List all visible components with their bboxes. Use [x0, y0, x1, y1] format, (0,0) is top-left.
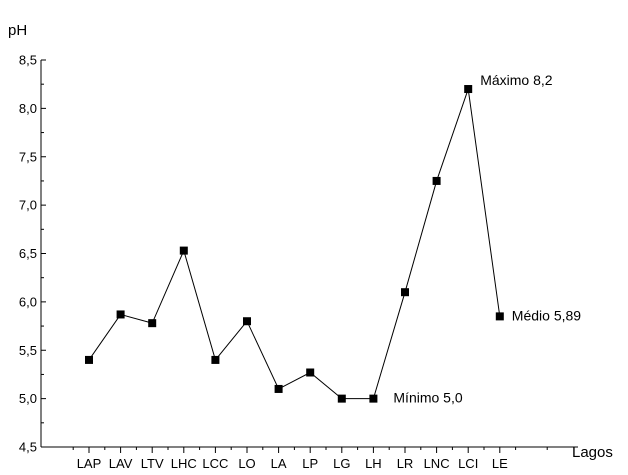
x-tick-label: LAV: [109, 456, 133, 471]
y-tick-label: 7,0: [19, 198, 37, 213]
data-point: [85, 355, 93, 364]
data-point: [274, 384, 283, 393]
x-tick-label: LHC: [171, 456, 197, 471]
x-tick-label: LTV: [141, 456, 164, 471]
x-tick-label: LH: [365, 456, 382, 471]
x-tick-label: LP: [302, 456, 318, 471]
y-tick-label: 8,0: [19, 101, 37, 116]
x-tick-label: LCI: [458, 456, 478, 471]
x-tick-label: LR: [397, 456, 414, 471]
y-tick-label: 7,5: [19, 149, 37, 164]
ticks: 4,5 5,0 5,5 6,0 6,5 7,0 7,5 8,0 8,5 LAP LAV LTV LHC L…: [19, 53, 548, 471]
y-tick-label: 8,5: [19, 53, 37, 68]
labels: pH Lagos Máximo 8,2 Mínimo 5,0 Médio 5,89: [8, 22, 613, 461]
series-path: [88, 88, 501, 400]
x-tick-label: LAP: [77, 456, 102, 471]
x-tick-label: LO: [238, 456, 255, 471]
y-tick-label: 6,0: [19, 294, 37, 309]
x-tick-label: LA: [271, 456, 287, 471]
data-point: [148, 319, 157, 328]
x-tick-label: LE: [492, 456, 508, 471]
x-tick-label: LCC: [202, 456, 228, 471]
x-axis-label: Lagos: [572, 444, 613, 461]
data-point: [179, 246, 188, 255]
y-tick-label: 4,5: [19, 440, 37, 455]
annotation-label: Máximo 8,2: [480, 72, 553, 88]
x-tick-label: LNC: [424, 456, 450, 471]
y-tick-label: 5,5: [19, 343, 37, 358]
series-line: [85, 85, 504, 403]
data-point: [211, 355, 220, 364]
y-tick-label: 6,5: [19, 246, 37, 261]
data-point: [464, 85, 473, 94]
axes: [40, 60, 578, 448]
annotation-label: Mínimo 5,0: [393, 390, 462, 406]
y-tick-label: 5,0: [19, 391, 37, 406]
data-point: [306, 368, 315, 377]
x-tick-label: LG: [333, 456, 350, 471]
annotation-label: Médio 5,89: [512, 307, 581, 323]
data-point: [243, 317, 251, 326]
data-point: [495, 312, 504, 321]
data-point: [337, 394, 346, 403]
data-point: [401, 288, 409, 297]
data-point: [369, 394, 378, 403]
data-point: [116, 310, 125, 319]
y-axis-label: pH: [8, 22, 27, 39]
data-point: [432, 176, 441, 185]
